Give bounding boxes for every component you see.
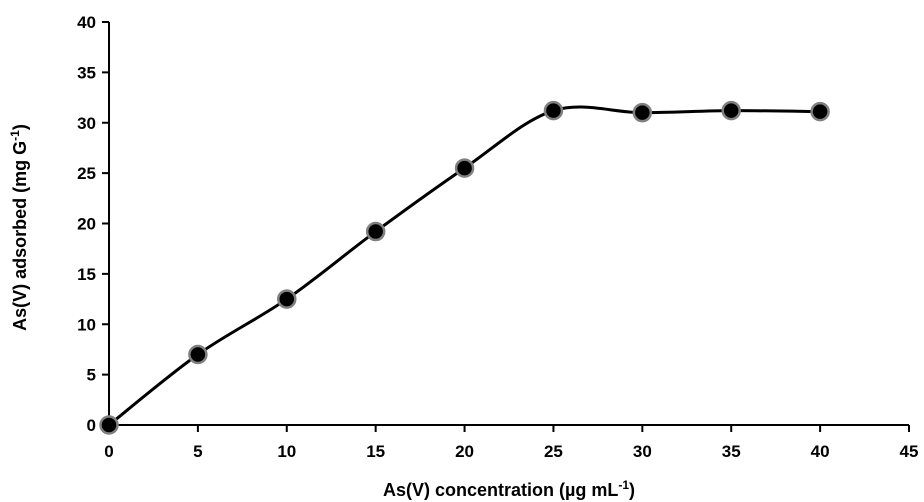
y-axis-title: As(V) adsorbed (mg G-1) (8, 124, 30, 331)
y-axis-title-end: ) (10, 124, 30, 130)
data-point-marker (365, 221, 386, 242)
y-tick-label: 30 (77, 114, 96, 133)
y-axis-title-superscript: -1 (8, 130, 22, 141)
data-point-marker (99, 415, 119, 435)
data-point-marker (454, 158, 475, 178)
y-tick-label: 10 (77, 315, 96, 334)
x-tick-label: 40 (811, 442, 830, 461)
y-axis-title-main: As(V) adsorbed (mg G (10, 141, 30, 331)
x-tick-label: 0 (104, 442, 113, 461)
data-point-marker (721, 100, 741, 121)
y-axis-ticks: 0 5 10 15 20 25 30 35 40 (77, 13, 109, 435)
x-tick-label: 35 (722, 442, 741, 461)
data-point-marker (543, 100, 564, 121)
y-tick-label: 0 (87, 416, 96, 435)
x-tick-label: 20 (455, 442, 474, 461)
x-axis-ticks: 0 5 10 15 20 25 30 35 40 45 (104, 425, 918, 461)
data-point-marker (810, 101, 830, 122)
y-tick-label: 25 (77, 164, 96, 183)
series-layer (99, 100, 830, 435)
y-tick-label: 5 (87, 366, 96, 385)
x-tick-label: 10 (277, 442, 296, 461)
data-point-marker (277, 289, 297, 309)
x-tick-label: 30 (633, 442, 652, 461)
x-tick-label: 45 (900, 442, 919, 461)
y-tick-label: 40 (77, 13, 96, 32)
x-axis-title-end: ) (629, 480, 635, 500)
data-point-marker (188, 344, 208, 365)
y-tick-label: 15 (77, 265, 96, 284)
y-tick-label: 35 (77, 63, 96, 82)
x-tick-label: 25 (544, 442, 563, 461)
y-tick-label: 20 (77, 215, 96, 234)
x-tick-label: 5 (193, 442, 202, 461)
series-line (108, 105, 821, 427)
x-axis-title-main: As(V) concentration (µg mL (383, 480, 618, 500)
data-point-marker (632, 102, 653, 123)
x-tick-label: 15 (366, 442, 385, 461)
x-axis-title-superscript: -1 (618, 478, 629, 492)
x-axis-title: As(V) concentration (µg mL-1) (383, 478, 635, 500)
